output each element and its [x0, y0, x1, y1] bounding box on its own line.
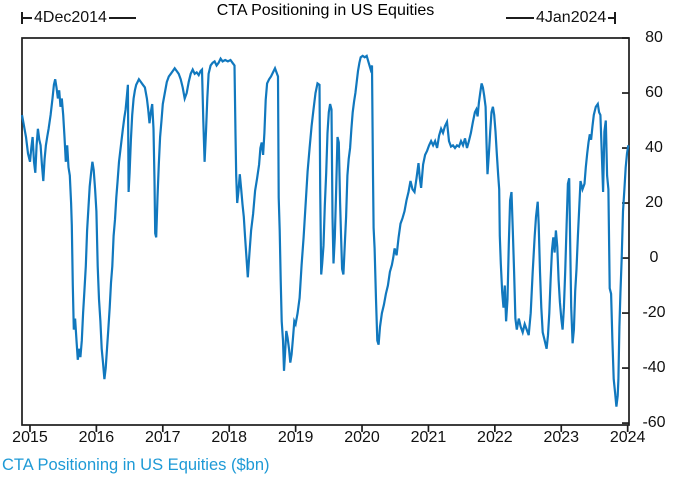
x-tick-label: 2016	[78, 429, 115, 446]
y-tick-label: -20	[642, 304, 666, 322]
range-start-leader-line	[23, 17, 32, 19]
x-tick-label: 2019	[277, 429, 314, 446]
x-tick-label: 2022	[477, 429, 513, 446]
x-tick-label: 2020	[344, 429, 380, 446]
y-tick-label: 80	[645, 29, 663, 46]
data-line	[20, 54, 630, 407]
y-tick-label: -40	[642, 359, 666, 377]
data-range-start-annotation: 4Dec2014	[21, 10, 136, 26]
range-end-leading-line	[506, 17, 534, 19]
y-tick-label: 40	[645, 139, 663, 157]
y-tick-label: -60	[642, 414, 666, 432]
range-start-label: 4Dec2014	[34, 9, 107, 26]
range-start-cap-tick	[21, 12, 23, 24]
x-tick-label: 2018	[211, 429, 247, 446]
series-caption: CTA Positioning in US Equities ($bn)	[2, 456, 270, 474]
y-tick-label: 20	[645, 194, 663, 212]
range-end-cap-tick	[614, 12, 617, 24]
plot-border	[21, 37, 630, 426]
x-tick-label: 2017	[144, 429, 181, 446]
range-end-label: 4Jan2024	[536, 9, 607, 26]
data-range-end-annotation: 4Jan2024	[506, 9, 617, 26]
x-tick-label: 2024	[609, 429, 646, 446]
y-tick-label: 0	[649, 249, 659, 267]
x-tick-label: 2015	[12, 429, 48, 446]
range-start-trailing-line	[108, 17, 136, 19]
chart-title: CTA Positioning in US Equities	[216, 2, 435, 19]
range-end-leader-line	[608, 17, 615, 19]
x-tick-label: 2021	[410, 429, 447, 446]
y-tick-label: 60	[645, 84, 663, 101]
x-tick-label: 2023	[543, 429, 580, 446]
